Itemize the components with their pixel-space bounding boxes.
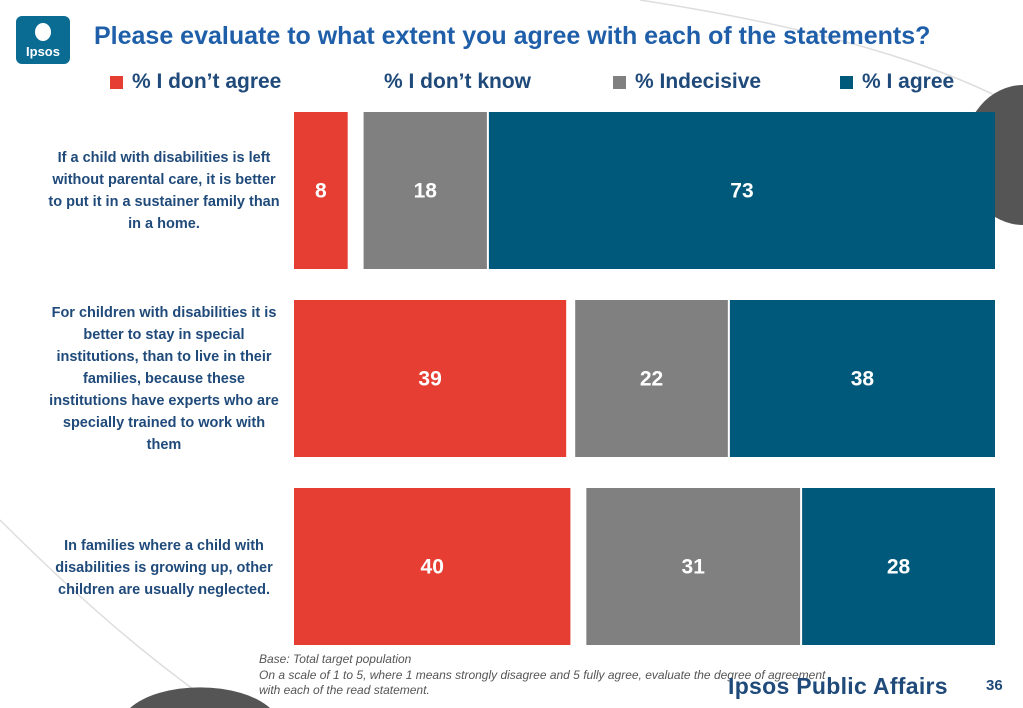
bar-value-disagree-row-2: 39 <box>418 368 441 391</box>
bar-disagree-row-3 <box>294 488 571 645</box>
bar-value-indecisive-row-1: 18 <box>414 180 438 203</box>
brand-footer: Ipsos Public Affairs <box>728 673 948 699</box>
chart-title: Please evaluate to what extent you agree… <box>94 22 931 50</box>
bar-value-agree-row-1: 73 <box>730 180 753 203</box>
footnote-scale-2: with each of the read statement. <box>259 683 430 697</box>
bar-value-agree-row-3: 28 <box>887 556 911 579</box>
footnote-base: Base: Total target population <box>259 652 412 666</box>
bar-dont-know-row-1 <box>349 112 362 269</box>
legend-label-disagree: % I don’t agree <box>132 70 282 93</box>
legend-swatch-agree <box>840 75 853 89</box>
bar-disagree-row-2 <box>294 300 567 457</box>
bar-agree-row-2 <box>729 300 995 457</box>
legend-item-dont-know: % I don’t know <box>384 70 531 94</box>
legend-label-agree: % I agree <box>862 70 955 93</box>
legend-swatch-indecisive <box>613 75 626 89</box>
bar-value-disagree-row-3: 40 <box>421 556 444 579</box>
row-label-2: For children with disabilities it is bet… <box>49 305 279 453</box>
logo-mark-icon <box>35 23 51 41</box>
ipsos-logo: Ipsos <box>16 16 70 64</box>
row-label-1: If a child with disabilities is left wit… <box>48 150 280 232</box>
bar-agree-row-3 <box>802 488 995 645</box>
bar-dont-know-row-3 <box>572 488 585 645</box>
bar-value-indecisive-row-2: 22 <box>640 368 663 391</box>
bar-value-disagree-row-1: 8 <box>315 180 327 203</box>
legend-item-agree: % I agree <box>840 70 954 94</box>
footnote-scale-1: On a scale of 1 to 5, where 1 means stro… <box>259 668 826 682</box>
legend-swatch-disagree <box>110 75 123 89</box>
bar-dont-know-row-2 <box>568 300 574 457</box>
legend-label-dont-know: % I don’t know <box>384 70 531 93</box>
logo-text: Ipsos <box>26 44 60 59</box>
bar-indecisive-row-2 <box>575 300 728 457</box>
row-label-3: In families where a child with disabilit… <box>55 538 273 598</box>
bar-agree-row-1 <box>488 112 995 269</box>
bar-value-indecisive-row-3: 31 <box>682 556 706 579</box>
bar-indecisive-row-1 <box>363 112 487 269</box>
legend-label-indecisive: % Indecisive <box>635 70 762 93</box>
page-number: 36 <box>986 677 1003 694</box>
legend-item-disagree: % I don’t agree <box>110 70 281 94</box>
bar-indecisive-row-3 <box>586 488 801 645</box>
bar-disagree-row-1 <box>294 112 348 269</box>
bar-value-agree-row-2: 38 <box>851 368 875 391</box>
legend-item-indecisive: % Indecisive <box>613 70 761 94</box>
